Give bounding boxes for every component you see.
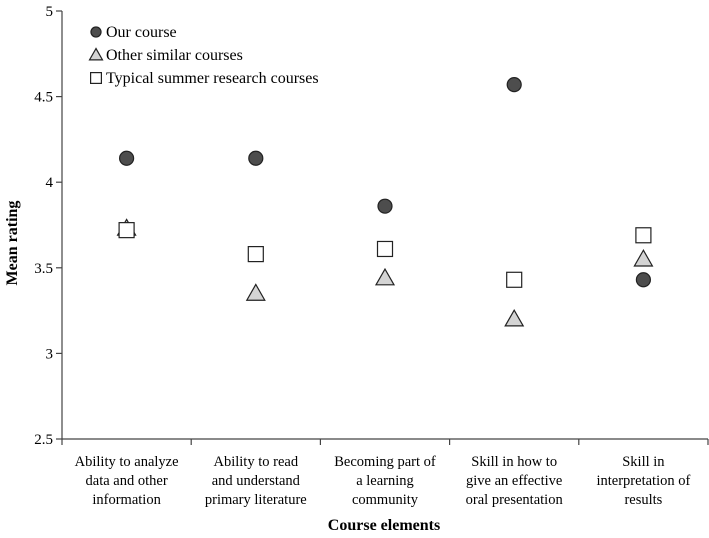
triangle-point [374, 267, 396, 286]
legend: Our course Other similar courses Typical s… [88, 24, 319, 87]
y-tick-label: 5 [46, 4, 54, 20]
square-point [506, 271, 523, 288]
legend-triangle-marker [88, 47, 104, 61]
y-tick-label: 4 [46, 175, 54, 191]
x-category-label: Ability to analyze data and other informat… [75, 454, 179, 508]
square-point [118, 222, 135, 239]
circle-point [506, 77, 522, 93]
legend-label: Other similar courses [106, 47, 243, 64]
circle-point [377, 198, 393, 214]
triangle-point [245, 283, 266, 301]
y-tick-label: 4.5 [34, 90, 53, 106]
y-tick-label: 3.5 [34, 261, 53, 277]
legend-label: Typical summer research courses [106, 70, 319, 87]
y-tick-label: 3 [46, 346, 54, 362]
x-category-label: Skill in how to give an effective oral pre… [466, 454, 564, 508]
triangle-point [633, 249, 654, 267]
x-category-label: Skill in interpretation of results [596, 454, 690, 508]
legend-label: Our course [106, 24, 177, 41]
legend-circle-marker [90, 26, 102, 38]
axes [61, 11, 708, 440]
y-ticks: 2.5 3 3.5 4 4.5 5 [34, 4, 62, 448]
legend-square-marker [89, 71, 102, 84]
data-points [116, 77, 654, 327]
triangle-point [504, 308, 525, 327]
square-point [635, 227, 652, 244]
y-tick-label: 2.5 [34, 432, 53, 448]
x-category-label: Becoming part of a learning community [334, 454, 436, 508]
square-point [376, 240, 394, 258]
x-category-label: Ability to read and understand primary lit… [205, 454, 307, 508]
x-categories: Ability to analyze data and other informat… [61, 439, 709, 508]
x-axis-title: Course elements [328, 517, 440, 534]
y-axis-title: Mean rating [4, 201, 21, 286]
circle-point [248, 150, 264, 166]
circle-point [635, 272, 652, 288]
square-point [247, 246, 264, 263]
circle-point [118, 150, 135, 166]
